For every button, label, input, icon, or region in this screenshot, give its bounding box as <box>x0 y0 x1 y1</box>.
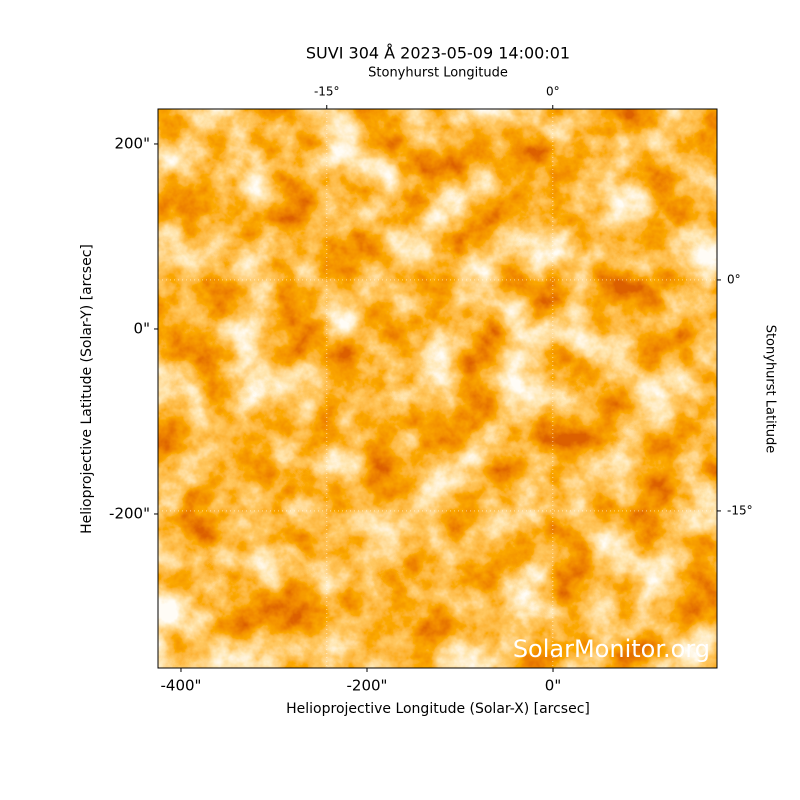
chart-title: SUVI 304 Å 2023-05-09 14:00:01 <box>306 44 570 63</box>
y-tick-label: 0" <box>134 319 150 337</box>
solar-image <box>158 109 717 668</box>
plot-frame <box>157 108 718 669</box>
watermark: SolarMonitor.org <box>513 635 710 663</box>
x-tick-label: -400" <box>160 677 201 695</box>
y2-tick-label: -15° <box>727 503 753 517</box>
y2-axis-label: Stonyhurst Latitude <box>763 325 778 454</box>
x-tick-label: 0" <box>545 677 561 695</box>
x-tick-label: -200" <box>347 677 388 695</box>
x2-tick-label: -15° <box>314 85 340 99</box>
y2-tick-label: 0° <box>727 272 741 286</box>
y-axis-label: Helioprojective Latitude (Solar-Y) [arcs… <box>79 244 95 534</box>
x2-tick-label: 0° <box>546 85 560 99</box>
x2-axis-label: Stonyhurst Longitude <box>368 66 508 81</box>
x-axis-label: Helioprojective Longitude (Solar-X) [arc… <box>286 701 590 717</box>
y-tick-label: 200" <box>114 134 150 152</box>
y-tick-label: -200" <box>109 504 150 522</box>
